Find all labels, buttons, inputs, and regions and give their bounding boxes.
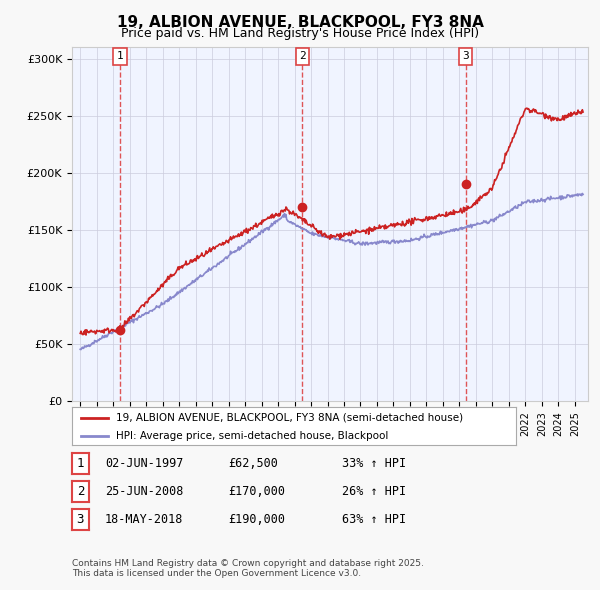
Text: 25-JUN-2008: 25-JUN-2008 <box>105 485 184 498</box>
Text: 19, ALBION AVENUE, BLACKPOOL, FY3 8NA (semi-detached house): 19, ALBION AVENUE, BLACKPOOL, FY3 8NA (s… <box>116 413 464 423</box>
Text: 33% ↑ HPI: 33% ↑ HPI <box>342 457 406 470</box>
Text: 1: 1 <box>77 457 84 470</box>
Text: 2: 2 <box>299 51 306 61</box>
Text: Contains HM Land Registry data © Crown copyright and database right 2025.
This d: Contains HM Land Registry data © Crown c… <box>72 559 424 578</box>
Text: HPI: Average price, semi-detached house, Blackpool: HPI: Average price, semi-detached house,… <box>116 431 389 441</box>
Text: 2: 2 <box>77 485 84 498</box>
Text: £170,000: £170,000 <box>228 485 285 498</box>
Text: 63% ↑ HPI: 63% ↑ HPI <box>342 513 406 526</box>
Text: £62,500: £62,500 <box>228 457 278 470</box>
Text: Price paid vs. HM Land Registry's House Price Index (HPI): Price paid vs. HM Land Registry's House … <box>121 27 479 40</box>
Text: 26% ↑ HPI: 26% ↑ HPI <box>342 485 406 498</box>
Text: 3: 3 <box>463 51 469 61</box>
Text: 3: 3 <box>77 513 84 526</box>
Text: 02-JUN-1997: 02-JUN-1997 <box>105 457 184 470</box>
Text: 1: 1 <box>117 51 124 61</box>
Text: 18-MAY-2018: 18-MAY-2018 <box>105 513 184 526</box>
Text: 19, ALBION AVENUE, BLACKPOOL, FY3 8NA: 19, ALBION AVENUE, BLACKPOOL, FY3 8NA <box>116 15 484 30</box>
Text: £190,000: £190,000 <box>228 513 285 526</box>
